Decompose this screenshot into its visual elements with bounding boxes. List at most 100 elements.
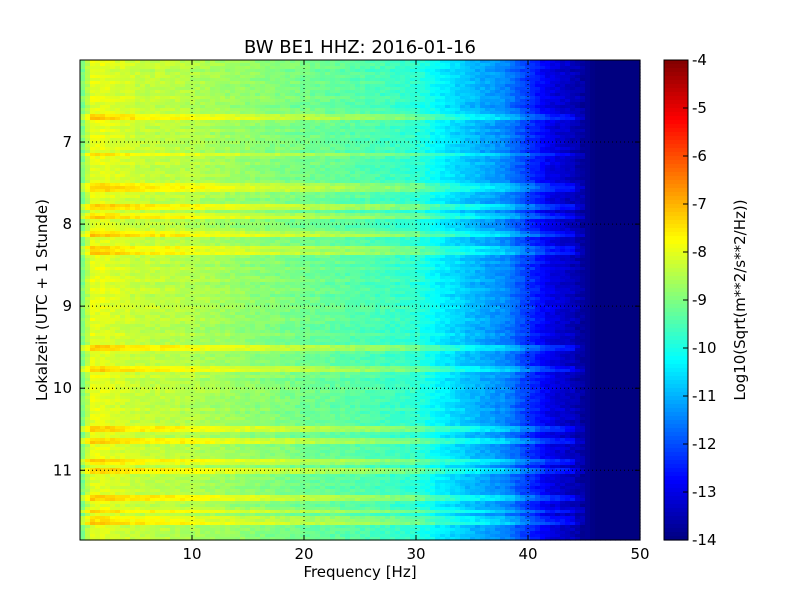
heatmap-cell — [155, 87, 161, 91]
heatmap-cell — [305, 81, 311, 85]
heatmap-cell — [385, 123, 391, 127]
heatmap-cell — [400, 99, 406, 103]
heatmap-cell — [405, 105, 411, 109]
heatmap-cell — [190, 108, 196, 112]
heatmap-cell — [370, 123, 376, 127]
heatmap-cell — [630, 90, 636, 94]
heatmap-cell — [260, 129, 266, 133]
heatmap-cell — [475, 123, 481, 127]
heatmap-cell — [445, 111, 451, 115]
heatmap-cell — [225, 81, 231, 85]
heatmap-cell — [635, 120, 641, 124]
heatmap-cell — [350, 132, 356, 136]
heatmap-cell — [610, 81, 616, 85]
heatmap-cell — [295, 132, 301, 136]
heatmap-cell — [305, 132, 311, 136]
heatmap-cell — [160, 60, 166, 64]
heatmap-cell — [190, 99, 196, 103]
heatmap-cell — [515, 63, 521, 67]
heatmap-cell — [100, 87, 106, 91]
heatmap-cell — [105, 96, 111, 100]
heatmap-cell — [280, 123, 286, 127]
heatmap-cell — [370, 111, 376, 115]
heatmap-cell — [370, 84, 376, 88]
heatmap-cell — [340, 129, 346, 133]
heatmap-cell — [150, 60, 156, 64]
heatmap-cell — [390, 111, 396, 115]
heatmap-cell — [145, 66, 151, 70]
heatmap-cell — [625, 69, 631, 73]
heatmap-cell — [200, 105, 206, 109]
heatmap-cell — [540, 63, 546, 67]
heatmap-cell — [635, 84, 641, 88]
heatmap-cell — [185, 129, 191, 133]
heatmap-cell — [595, 99, 601, 103]
heatmap-cell — [410, 102, 416, 106]
heatmap-cell — [600, 99, 606, 103]
heatmap-cell — [615, 93, 621, 97]
heatmap-cell — [275, 63, 281, 67]
heatmap-cell — [425, 66, 431, 70]
heatmap-cell — [445, 63, 451, 67]
heatmap-cell — [125, 60, 131, 64]
heatmap-cell — [130, 111, 136, 115]
heatmap-cell — [315, 135, 321, 139]
heatmap-cell — [505, 129, 511, 133]
heatmap-cell — [305, 102, 311, 106]
heatmap-cell — [165, 66, 171, 70]
heatmap-cell — [285, 120, 291, 124]
heatmap-cell — [305, 117, 311, 121]
heatmap-cell — [545, 93, 551, 97]
heatmap-cell — [370, 135, 376, 139]
heatmap-cell — [450, 84, 456, 88]
heatmap-cell — [150, 108, 156, 112]
heatmap-cell — [380, 96, 386, 100]
heatmap-cell — [455, 66, 461, 70]
heatmap-cell — [435, 120, 441, 124]
heatmap-cell — [325, 60, 331, 64]
heatmap-cell — [530, 132, 536, 136]
heatmap-cell — [550, 102, 556, 106]
heatmap-cell — [540, 102, 546, 106]
heatmap-cell — [360, 105, 366, 109]
heatmap-cell — [475, 129, 481, 133]
heatmap-cell — [420, 120, 426, 124]
heatmap-cell — [635, 102, 641, 106]
heatmap-cell — [505, 135, 511, 139]
heatmap-cell — [620, 126, 626, 130]
heatmap-cell — [375, 114, 381, 118]
heatmap-cell — [515, 84, 521, 88]
heatmap-cell — [305, 78, 311, 82]
heatmap-cell — [240, 135, 246, 139]
heatmap-cell — [285, 123, 291, 127]
heatmap-cell — [330, 108, 336, 112]
heatmap-cell — [85, 99, 91, 103]
heatmap-cell — [135, 96, 141, 100]
heatmap-cell — [290, 129, 296, 133]
heatmap-cell — [595, 84, 601, 88]
heatmap-cell — [295, 135, 301, 139]
heatmap-cell — [405, 126, 411, 130]
heatmap-cell — [395, 102, 401, 106]
heatmap-cell — [330, 84, 336, 88]
heatmap-cell — [325, 78, 331, 82]
heatmap-cell — [270, 93, 276, 97]
heatmap-cell — [425, 102, 431, 106]
heatmap-cell — [85, 84, 91, 88]
heatmap-cell — [440, 69, 446, 73]
heatmap-cell — [330, 111, 336, 115]
heatmap-cell — [570, 111, 576, 115]
heatmap-cell — [490, 93, 496, 97]
heatmap-cell — [150, 105, 156, 109]
heatmap-cell — [350, 72, 356, 76]
heatmap-cell — [160, 132, 166, 136]
heatmap-cell — [450, 129, 456, 133]
heatmap-cell — [565, 84, 571, 88]
heatmap-cell — [200, 78, 206, 82]
heatmap-cell — [235, 111, 241, 115]
heatmap-cell — [125, 75, 131, 79]
heatmap-cell — [485, 69, 491, 73]
heatmap-cell — [545, 66, 551, 70]
heatmap-cell — [320, 108, 326, 112]
heatmap-cell — [375, 78, 381, 82]
